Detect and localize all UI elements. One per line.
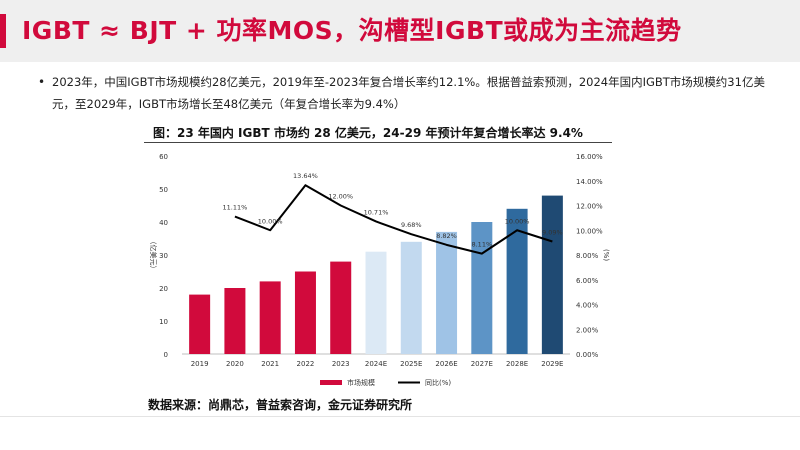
y-right-tick-label: 0.00% <box>576 351 599 359</box>
data-label-2022: 13.64% <box>293 172 318 180</box>
y-right-axis-title: (%) <box>602 249 610 261</box>
footer-bar <box>0 416 800 450</box>
bar-2026E <box>436 231 458 354</box>
bullet-dot-icon: • <box>38 75 46 89</box>
data-label-2026E: 8.82% <box>436 232 457 240</box>
y-tick-label: 10 <box>159 318 168 326</box>
figure-title: 图：23 年国内 IGBT 市场约 28 亿美元，24-29 年预计年复合增长率… <box>153 126 583 140</box>
x-tick-label: 2027E <box>471 360 493 368</box>
legend-line-label: 同比(%) <box>425 378 451 387</box>
bar-2022 <box>294 271 316 354</box>
y-right-tick-label: 8.00% <box>576 252 599 260</box>
data-label-2020: 11.11% <box>223 204 248 212</box>
title-accent-bar <box>0 14 6 48</box>
x-tick-label: 2026E <box>435 360 457 368</box>
page-title: IGBT ≈ BJT + 功率MOS，沟槽型IGBT或成为主流趋势 <box>22 16 682 45</box>
x-tick-label: 2020 <box>226 360 244 368</box>
y-tick-label: 50 <box>159 186 168 194</box>
growth-line <box>234 184 553 255</box>
bar-2027E <box>471 222 493 354</box>
y-right-tick-label: 14.00% <box>576 178 603 186</box>
x-tick-label: 2019 <box>191 360 209 368</box>
bar-2029E <box>541 195 563 354</box>
x-tick-label: 2028E <box>506 360 528 368</box>
y-right-tick-label: 12.00% <box>576 203 603 211</box>
x-tick-label: 2022 <box>297 360 315 368</box>
x-tick-label: 2025E <box>400 360 422 368</box>
data-label-2023: 12.00% <box>328 193 353 201</box>
data-label-2021: 10.00% <box>258 217 283 225</box>
data-label-2027E: 8.11% <box>471 241 492 249</box>
igbt-market-chart: 2019 2020 2021 2022 2023 2024E 2025E 2026E 2027E… <box>149 153 610 387</box>
bar-2024E <box>365 251 387 354</box>
y-tick-label: 20 <box>159 285 168 293</box>
title-bar: IGBT ≈ BJT + 功率MOS，沟槽型IGBT或成为主流趋势 <box>0 0 800 62</box>
y-tick-label: 30 <box>159 252 168 260</box>
y-axis-title: （亿美元） <box>149 238 158 273</box>
data-label-2025E: 9.68% <box>401 221 422 229</box>
x-tick-label: 2021 <box>261 360 279 368</box>
x-tick-label: 2024E <box>365 360 387 368</box>
data-label-2029E: 9.09% <box>542 229 563 237</box>
y-tick-label: 0 <box>164 351 168 359</box>
y-right-tick-label: 6.00% <box>576 277 599 285</box>
y-tick-label: 40 <box>159 219 168 227</box>
bar-2021 <box>259 281 281 354</box>
bar-2019 <box>189 294 211 354</box>
bullet-paragraph: • 2023年，中国IGBT市场规模约28亿美元，2019年至-2023年复合增… <box>38 71 777 115</box>
bar-2028E <box>506 208 528 354</box>
y-right-tick-label: 4.00% <box>576 302 599 310</box>
y-right-tick-label: 2.00% <box>576 326 599 334</box>
figure-title-rule <box>144 142 612 143</box>
x-tick-label: 2023 <box>332 360 350 368</box>
bar-2025E <box>400 241 422 354</box>
x-tick-label: 2029E <box>541 360 563 368</box>
data-label-2028E: 10.00% <box>505 217 530 225</box>
data-label-2024E: 10.71% <box>364 208 389 216</box>
bar-2023 <box>330 261 352 354</box>
legend-bar-label: 市场规模 <box>347 378 375 387</box>
bullet-text: 2023年，中国IGBT市场规模约28亿美元，2019年至-2023年复合增长率… <box>52 75 765 111</box>
data-source: 数据来源：尚鼎芯，普益索咨询，金元证券研究所 <box>148 398 413 412</box>
bar-2020 <box>224 288 246 354</box>
y-right-tick-label: 16.00% <box>576 153 603 161</box>
legend-bar-swatch <box>320 380 342 385</box>
y-tick-label: 60 <box>159 153 168 161</box>
y-right-tick-label: 10.00% <box>576 227 603 235</box>
